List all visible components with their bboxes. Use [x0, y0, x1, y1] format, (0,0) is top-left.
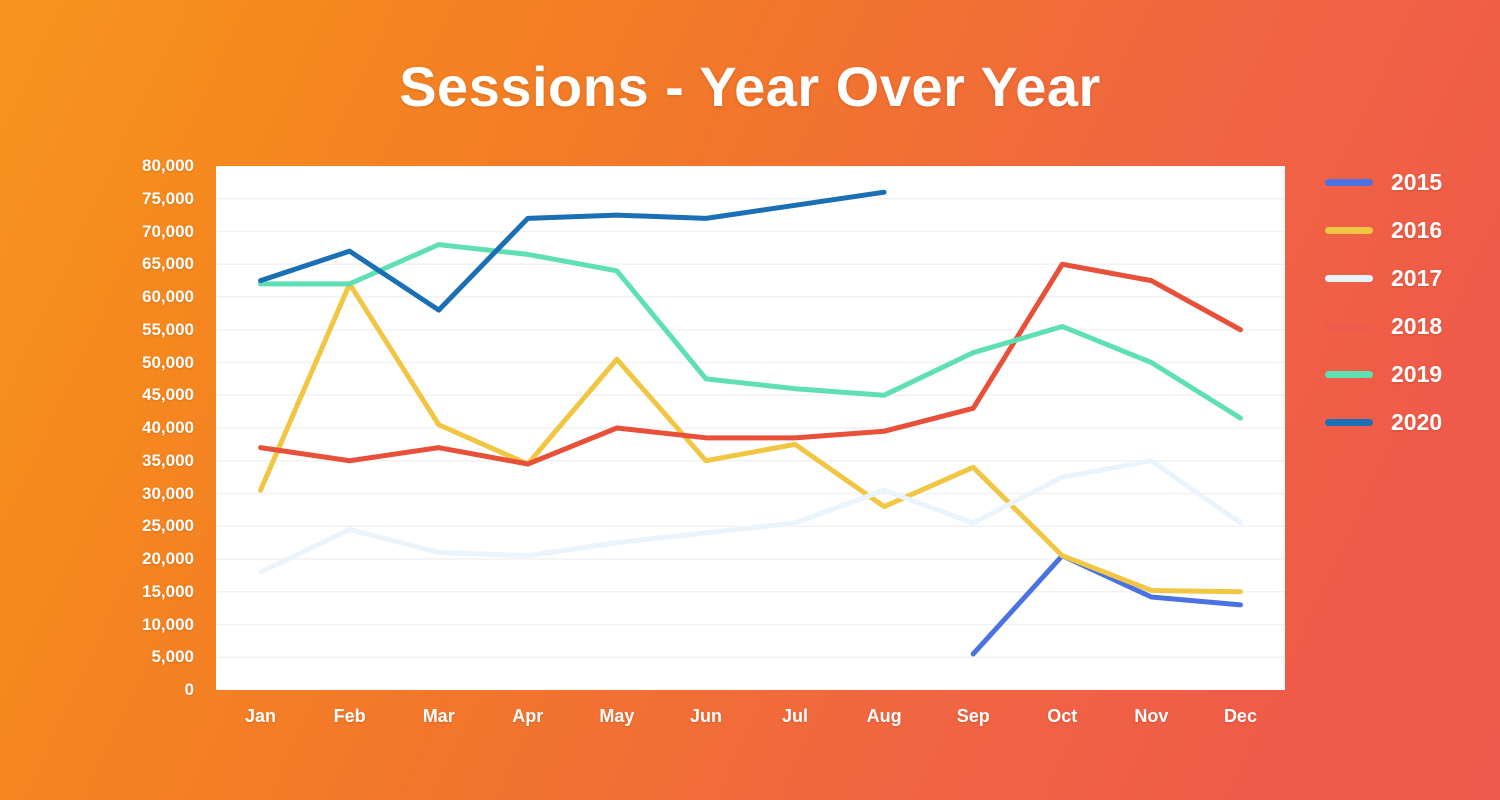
legend-swatch-2019 [1325, 370, 1373, 378]
x-axis-tick-label: May [599, 706, 635, 726]
series-lines [258, 189, 1243, 657]
x-axis: Jan Feb Mar Apr May Jun Jul Aug Sep Oct Nov Dec [216, 706, 1285, 746]
y-axis-tick-label: 70,000 [142, 221, 194, 241]
legend-label: 2019 [1391, 360, 1443, 387]
legend-label: 2015 [1391, 168, 1443, 195]
legend-item-2018[interactable]: 2018 [1325, 302, 1490, 350]
legend-label: 2017 [1391, 264, 1443, 291]
plot-svg [216, 166, 1285, 659]
legend-swatch-2018 [1325, 322, 1373, 330]
x-axis-tick-label: Aug [866, 706, 902, 726]
y-axis-tick-label: 35,000 [142, 450, 194, 470]
y-axis: 0 5,000 10,000 15,000 20,000 25,000 30,000 35,0… [60, 156, 204, 699]
series-line-2019 [258, 242, 1243, 421]
page-title: Sessions - Year Over Year [399, 55, 1101, 118]
series-line-2017 [258, 458, 1243, 575]
x-axis-tick-label: Jul [782, 706, 809, 726]
x-axis-tick-label: Jan [245, 706, 277, 726]
y-axis-tick-label: 60,000 [142, 287, 194, 306]
legend-swatch-2020 [1325, 418, 1373, 426]
x-axis-tick-label: Feb [333, 706, 366, 726]
legend-item-2017[interactable]: 2017 [1325, 254, 1490, 302]
legend-swatch-2017 [1325, 274, 1373, 282]
y-axis-tick-label: 0 [184, 680, 194, 699]
plot-area [216, 166, 1285, 690]
y-axis-tick-label: 75,000 [142, 188, 194, 208]
legend-item-2016[interactable]: 2016 [1325, 206, 1490, 254]
y-axis-tick-label: 40,000 [142, 418, 194, 437]
y-axis-tick-label: 30,000 [142, 483, 194, 503]
x-axis-tick-label: Jun [689, 706, 722, 726]
legend-label: 2018 [1391, 312, 1443, 339]
legend-label: 2020 [1391, 408, 1443, 435]
y-axis-tick-label: 80,000 [142, 156, 194, 175]
y-axis-tick-label: 10,000 [142, 614, 194, 634]
y-axis-tick-label: 15,000 [142, 581, 194, 601]
legend-item-2019[interactable]: 2019 [1325, 350, 1490, 398]
y-axis-tick-label: 55,000 [142, 319, 194, 339]
y-axis-tick-label: 65,000 [142, 254, 194, 274]
legend-label: 2016 [1391, 216, 1443, 243]
legend-swatch-2016 [1325, 226, 1373, 234]
series-line-2015 [970, 553, 1243, 657]
y-axis-tick-label: 50,000 [142, 352, 194, 372]
x-axis-tick-label: Nov [1134, 706, 1169, 726]
x-axis-tick-label: Dec [1223, 706, 1257, 726]
x-axis-tick-label: Mar [422, 706, 455, 726]
y-axis-tick-label: 45,000 [142, 385, 194, 405]
legend-item-2020[interactable]: 2020 [1325, 398, 1490, 446]
y-axis-tick-label: 20,000 [142, 549, 194, 568]
series-line-2016 [258, 281, 1243, 595]
legend-swatch-2015 [1325, 178, 1373, 186]
chart-legend: 2015 2016 2017 2018 2019 2020 [1325, 158, 1490, 446]
series-line-2018 [258, 261, 1243, 467]
y-axis-tick-label: 5,000 [151, 647, 194, 667]
series-line-2020 [258, 189, 887, 313]
x-axis-tick-label: Sep [956, 706, 990, 726]
legend-item-2015[interactable]: 2015 [1325, 158, 1490, 206]
x-axis-tick-label: Apr [512, 706, 544, 726]
x-axis-tick-label: Oct [1047, 706, 1078, 726]
y-axis-tick-label: 25,000 [142, 516, 194, 536]
